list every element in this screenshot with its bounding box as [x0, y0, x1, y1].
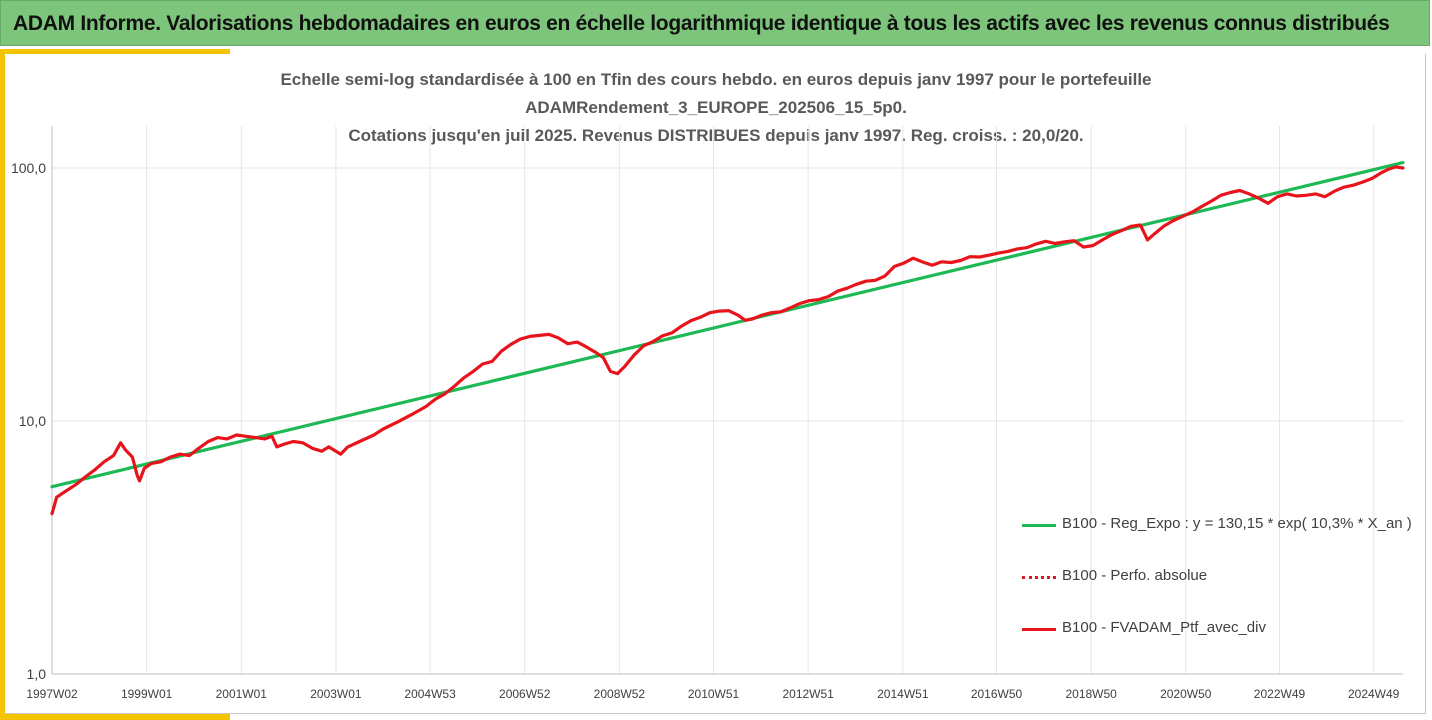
y-tick-label: 100,0 [11, 160, 46, 176]
page-title: ADAM Informe. Valorisations hebdomadaire… [13, 12, 1390, 35]
x-tick-label: 2001W01 [216, 687, 268, 701]
x-tick-label: 2010W51 [688, 687, 740, 701]
x-tick-label: 2014W51 [877, 687, 929, 701]
x-tick-label: 2008W52 [594, 687, 646, 701]
accent-bar-top [0, 49, 230, 54]
x-tick-label: 2018W50 [1065, 687, 1117, 701]
y-tick-label: 10,0 [19, 413, 46, 429]
x-tick-label: 2003W01 [310, 687, 362, 701]
regression-line [50, 161, 1405, 489]
x-tick-label: 2020W50 [1160, 687, 1212, 701]
x-tick-label: 2012W51 [782, 687, 834, 701]
legend-swatch-absolute [1022, 576, 1056, 579]
legend-label-absolute: B100 - Perfo. absolue [1062, 567, 1208, 584]
x-tick-label: 2016W50 [971, 687, 1023, 701]
x-tick-label: 1999W01 [121, 687, 173, 701]
chart-frame [5, 54, 1426, 714]
legend-label-regression: B100 - Reg_Expo : y = 130,15 * exp( 10,3… [1062, 515, 1412, 532]
x-tick-label: 1997W02 [26, 687, 78, 701]
header-banner: ADAM Informe. Valorisations hebdomadaire… [0, 0, 1430, 46]
portfolio-line [50, 165, 1405, 516]
x-tick-label: 2022W49 [1254, 687, 1306, 701]
accent-bar-left [0, 49, 5, 720]
legend-label-portfolio: B100 - FVADAM_Ptf_avec_div [1062, 619, 1266, 636]
legend-swatch-portfolio [1022, 628, 1056, 631]
x-tick-label: 2006W52 [499, 687, 551, 701]
x-tick-label: 2024W49 [1348, 687, 1400, 701]
chart-title-line-3: Cotations jusqu'en juil 2025. Revenus DI… [348, 126, 1084, 145]
legend-swatch-regression [1022, 524, 1056, 527]
x-tick-label: 2004W53 [404, 687, 456, 701]
chart-title-line-1: Echelle semi-log standardisée à 100 en T… [280, 70, 1152, 89]
chart-title-line-2: ADAMRendement_3_EUROPE_202506_15_5p0. [525, 98, 907, 117]
accent-bar-bottom [0, 714, 230, 720]
y-tick-label: 1,0 [27, 666, 47, 682]
